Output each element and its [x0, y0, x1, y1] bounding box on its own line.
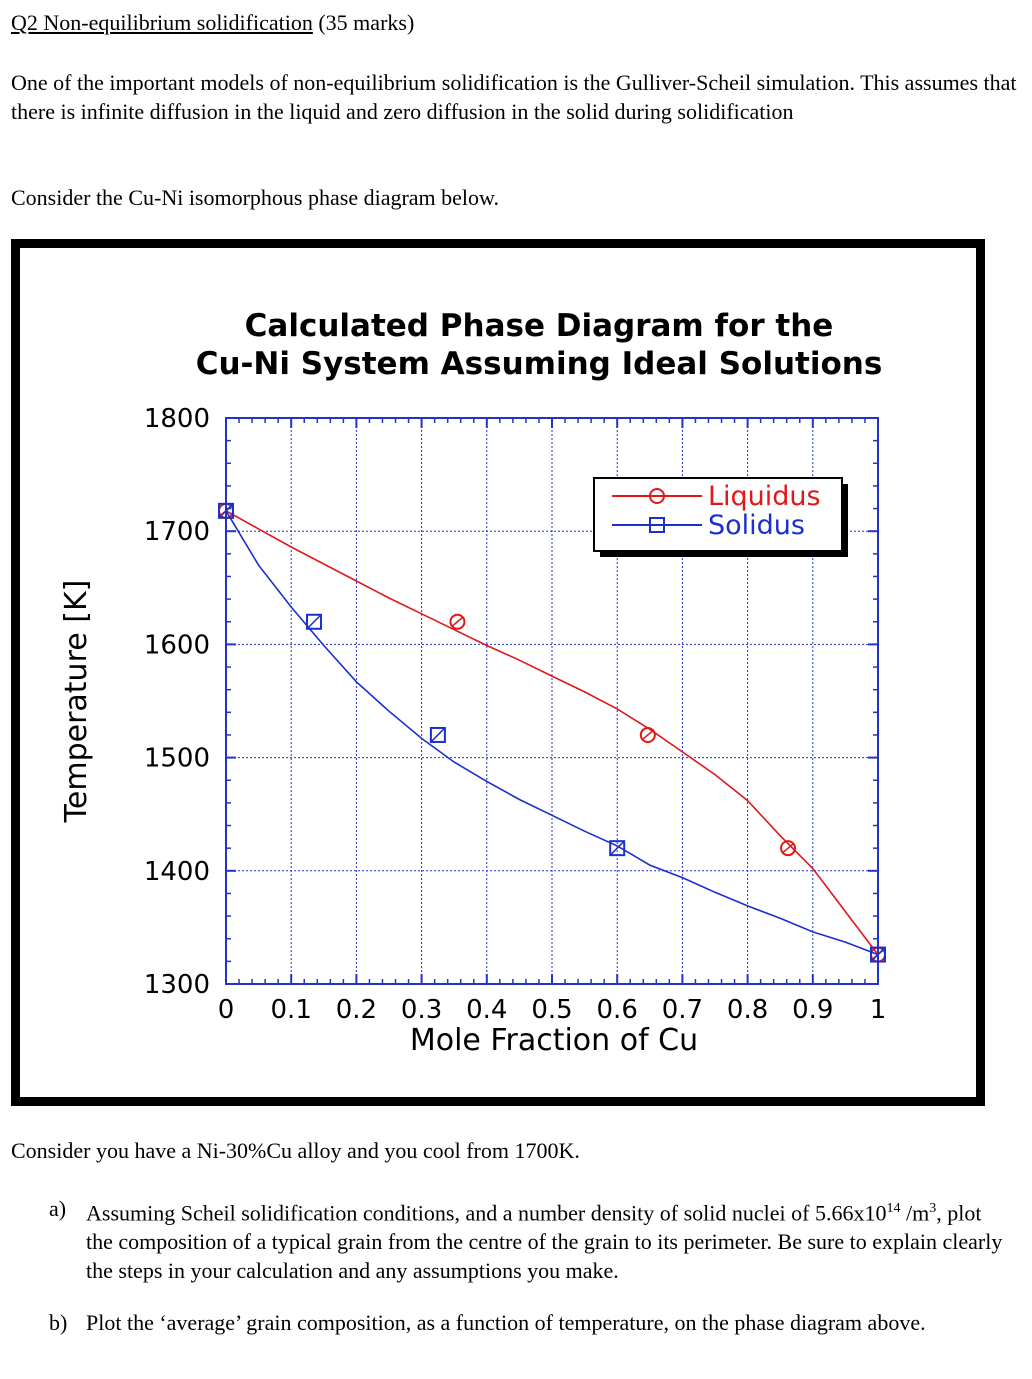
y-tick-label: 1600: [144, 630, 210, 660]
phase-diagram-figure: Calculated Phase Diagram for the Cu-Ni S…: [11, 239, 985, 1106]
x-tick-label: 0.9: [792, 995, 833, 1025]
solidus-marker-slash: [431, 728, 445, 742]
legend-solidus-marker: [649, 517, 665, 533]
chart-title-line2: Cu-Ni System Assuming Ideal Solutions: [196, 346, 883, 382]
liquidus-marker-slash: [781, 842, 795, 854]
x-tick-label: 0.6: [597, 995, 638, 1025]
x-tick-label: 0.2: [336, 995, 377, 1025]
plot-area-border: [225, 417, 879, 985]
y-tick-label: 1700: [144, 517, 210, 547]
intro-paragraph: One of the important models of non-equil…: [11, 70, 1017, 124]
question-marks: (35 marks): [318, 10, 415, 35]
solidus-marker: [218, 502, 234, 519]
phase-diagram-chart: Calculated Phase Diagram for the Cu-Ni S…: [59, 308, 886, 1058]
y-axis-label: Temperature [K]: [59, 580, 94, 824]
liquidus-marker: [449, 613, 466, 630]
solidus-marker: [306, 613, 323, 630]
liquidus-marker: [780, 840, 797, 857]
x-tick-label: 0: [218, 995, 235, 1025]
legend: Liquidus Solidus: [593, 477, 848, 557]
legend-liquidus-label: Liquidus: [708, 481, 821, 512]
liquidus-line: [225, 510, 879, 956]
solidus-marker: [870, 946, 886, 963]
y-tick-label: 1300: [144, 970, 210, 1000]
y-tick-label: 1500: [144, 744, 210, 774]
liquidus-marker-slash: [450, 616, 464, 628]
part-a-text: Assuming Scheil solidification condition…: [86, 1200, 1003, 1284]
consider-alloy-text: Consider you have a Ni-30%Cu alloy and y…: [11, 1138, 580, 1163]
x-tick-label: 0.8: [727, 995, 768, 1025]
liquidus-marker-slash: [641, 729, 655, 741]
legend-solidus-label: Solidus: [708, 510, 805, 541]
solidus-line: [225, 510, 879, 956]
grid: [226, 418, 878, 984]
x-tick-label: 1: [870, 995, 887, 1025]
part-b-text: Plot the ‘average’ grain composition, as…: [86, 1310, 926, 1335]
solidus-marker-slash: [871, 948, 885, 962]
solidus-marker: [609, 840, 626, 857]
solidus-marker: [429, 726, 446, 743]
solidus-marker-slash: [307, 615, 321, 629]
y-tick-label: 1800: [144, 404, 210, 434]
legend-liquidus-marker: [649, 488, 665, 504]
x-tick-label: 0.4: [466, 995, 507, 1025]
x-tick-label: 0.3: [401, 995, 442, 1025]
x-tick-label: 0.1: [271, 995, 312, 1025]
chart-title-line1: Calculated Phase Diagram for the: [245, 308, 834, 344]
part-a-label: a): [49, 1196, 67, 1221]
y-tick-label: 1400: [144, 857, 210, 887]
series: [218, 502, 886, 963]
liquidus-marker: [639, 726, 656, 743]
x-tick-label: 0.7: [662, 995, 703, 1025]
part-b-label: b): [49, 1310, 68, 1335]
legend-box: [593, 477, 843, 552]
solidus-marker-slash: [610, 841, 624, 855]
question-title: Q2 Non-equilibrium solidification: [11, 10, 313, 35]
solidus-marker-slash: [219, 504, 233, 518]
tick-labels: 0 0.1 0.2 0.3 0.4 0.5 0.6 0.7 0.8 0.9 1 1300 1400 150…: [144, 404, 886, 1025]
consider-diagram-text: Consider the Cu-Ni isomorphous phase dia…: [11, 185, 499, 210]
x-axis-label: Mole Fraction of Cu: [410, 1023, 698, 1058]
question-heading: Q2 Non-equilibrium solidification (35 ma…: [11, 8, 414, 37]
x-tick-label: 0.5: [531, 995, 572, 1025]
